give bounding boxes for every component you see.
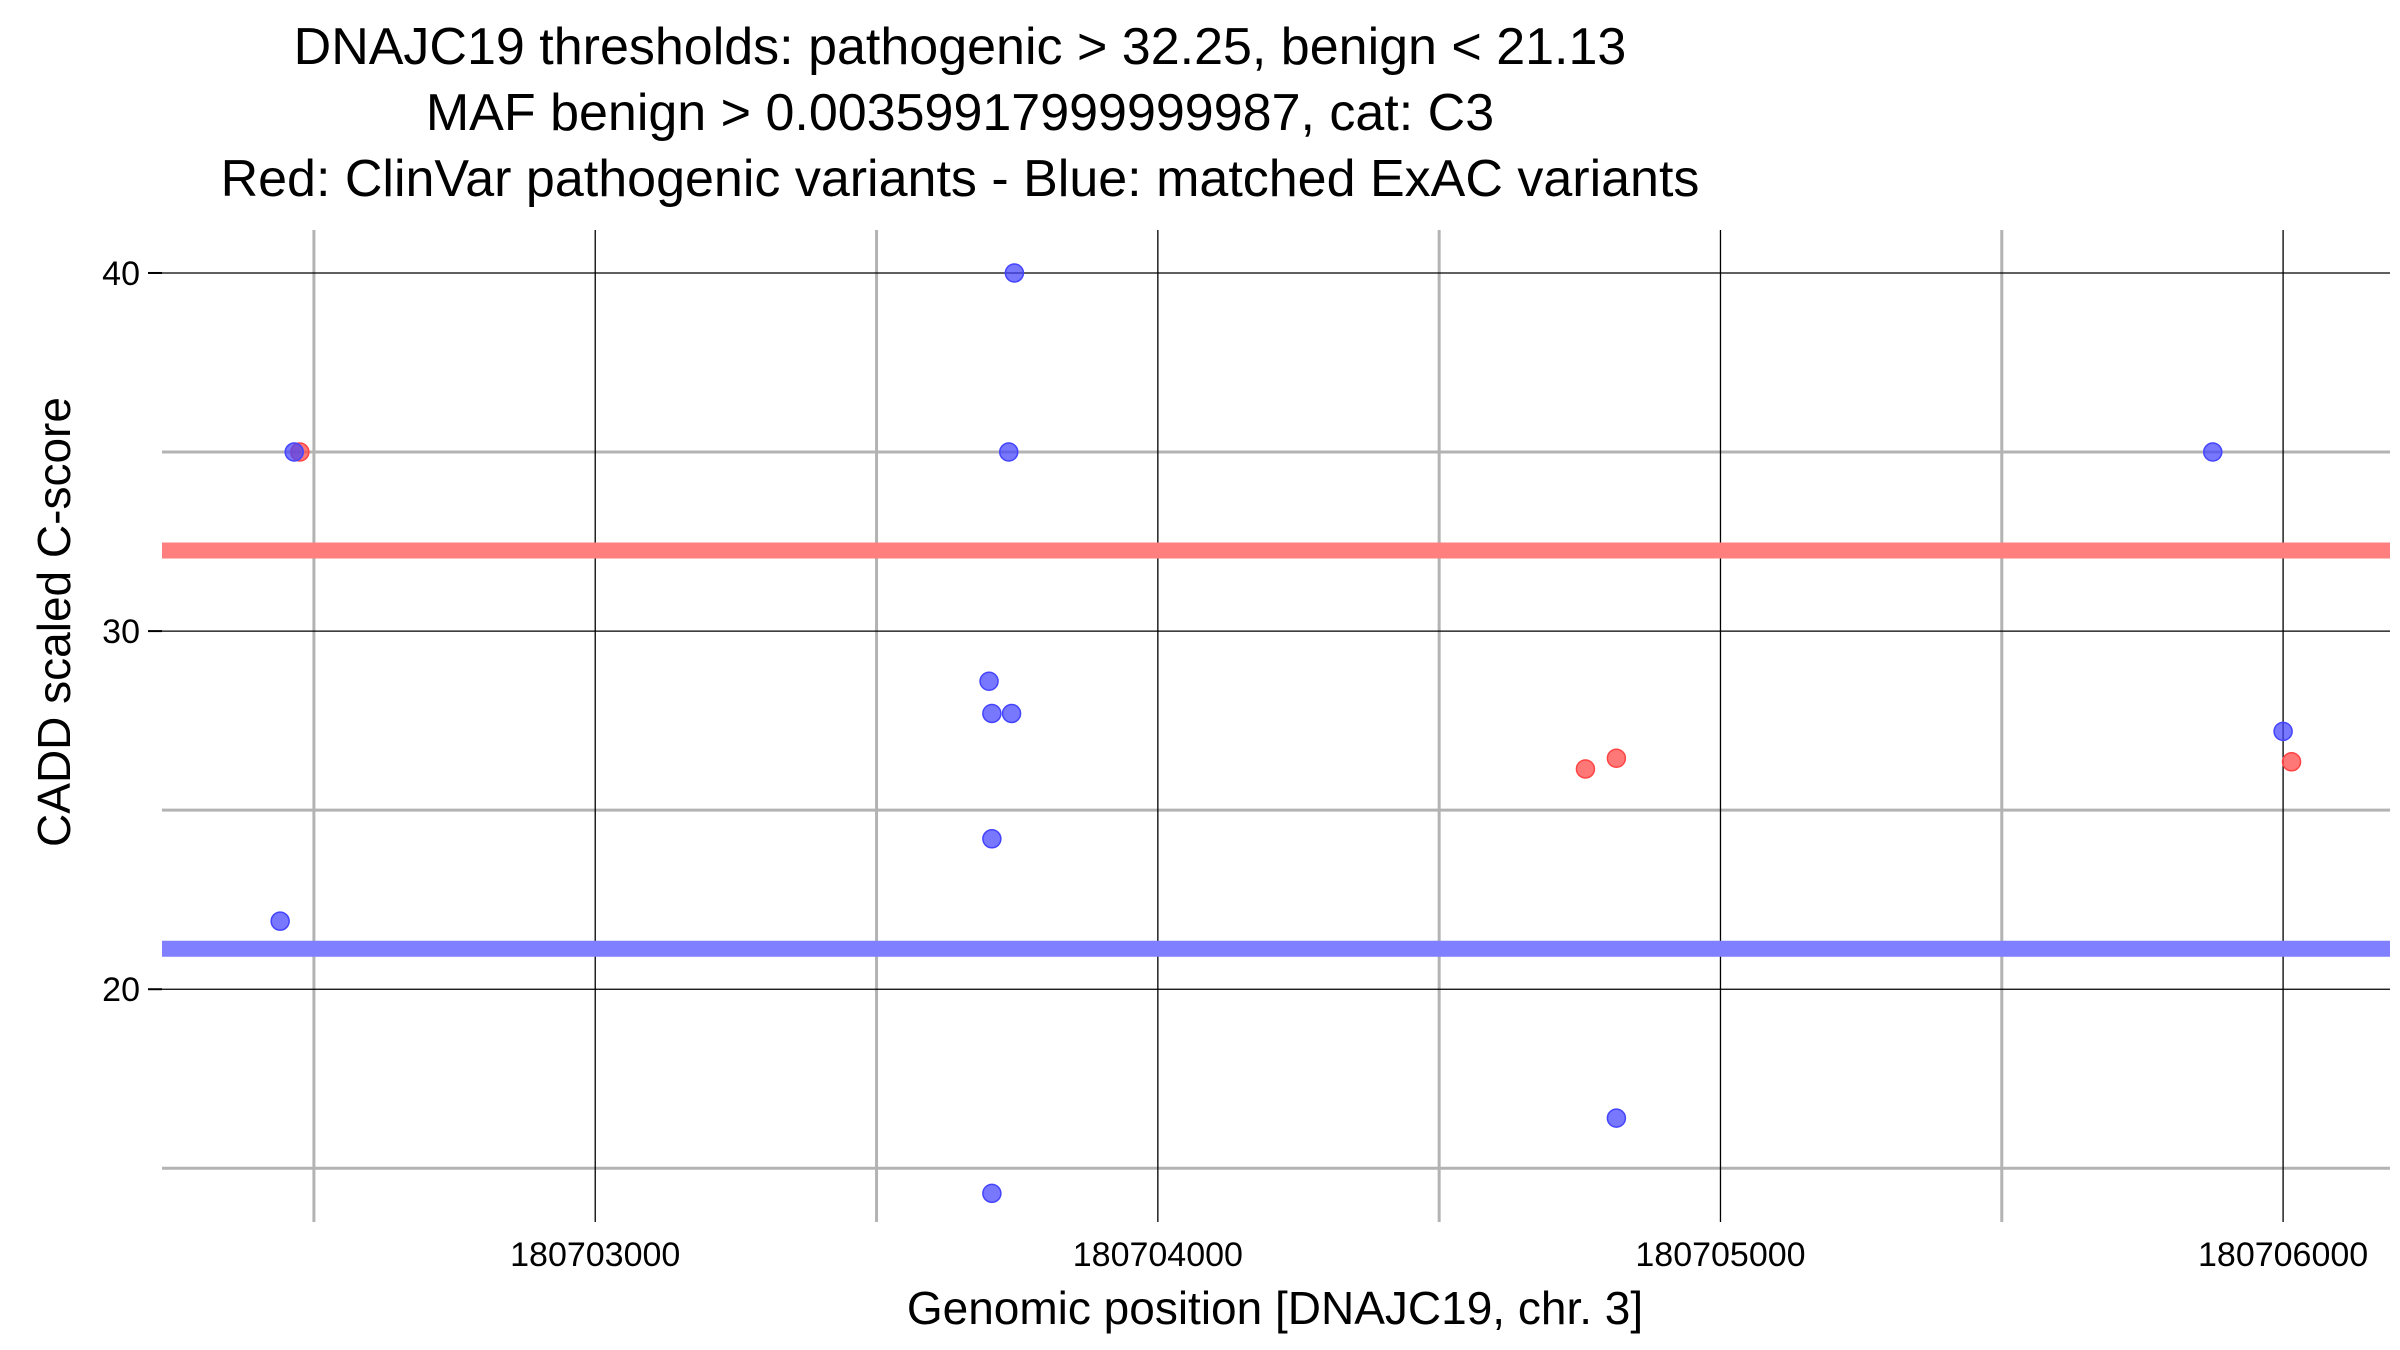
title-line-2: MAF benign > 0.00359917999999987, cat: C… [426,84,1494,142]
threshold-lines [162,542,2390,957]
data-point [1004,263,1025,283]
data-point [2281,752,2302,772]
data-point [982,1183,1002,1204]
x-tick-label: 180705000 [1635,1236,1805,1274]
data-point [1606,1108,1627,1128]
y-axis-label: CADD scaled C-score [28,397,80,847]
x-tick-label: 180704000 [1073,1236,1243,1274]
data-point [284,442,304,462]
x-axis-label: Genomic position [DNAJC19, chr. 3] [907,1282,1643,1334]
data-point [1606,748,1627,768]
data-point [1001,703,1022,724]
data-point [982,703,1002,724]
y-tick-label: 40 [102,255,140,293]
title-line-1: DNAJC19 thresholds: pathogenic > 32.25, … [294,18,1627,76]
chart-title: DNAJC19 thresholds: pathogenic > 32.25, … [221,18,1700,208]
data-point [2203,442,2223,462]
data-point [1575,759,1596,779]
title-line-3: Red: ClinVar pathogenic variants - Blue:… [221,150,1700,208]
minor-gridlines [162,230,2390,1222]
x-tick-label: 180703000 [510,1236,680,1274]
y-tick-label: 30 [102,613,140,651]
data-points [270,263,2302,1204]
x-tick-label: 180706000 [2198,1236,2368,1274]
y-axis-ticks: 20 30 40 [102,255,162,1009]
major-gridlines [162,230,2390,1222]
data-point [979,671,999,691]
y-tick-label: 20 [102,971,140,1009]
data-point [2273,721,2293,742]
data-point [982,829,1002,849]
data-point [999,442,1019,462]
data-point [270,911,290,931]
x-axis-ticks: 180703000 180704000 180705000 180706000 [510,1236,2368,1274]
